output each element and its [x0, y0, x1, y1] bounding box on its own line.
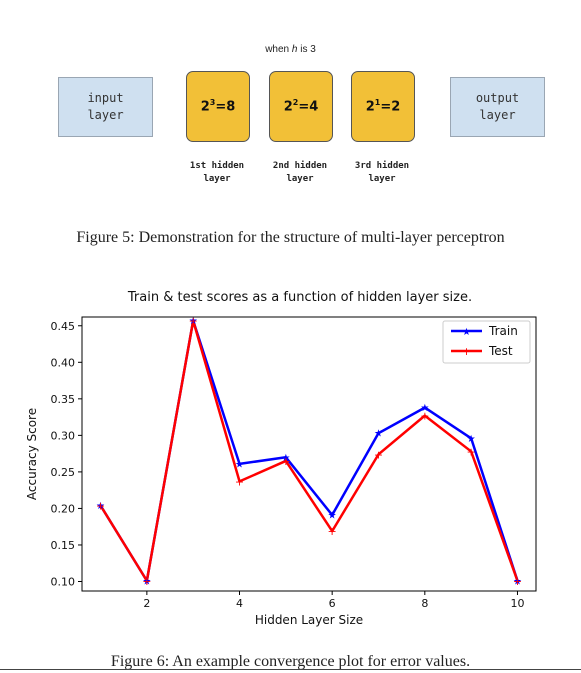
- x-tick-label: 10: [510, 597, 524, 610]
- hidden-node-2: 22=4: [269, 71, 333, 142]
- hidden-node-3: 21=2: [351, 71, 415, 142]
- x-axis-label: Hidden Layer Size: [255, 613, 363, 627]
- hidden-node-2-label: 22=4: [283, 98, 319, 115]
- output-layer-box: output layer: [450, 77, 545, 137]
- test-point-marker: +: [467, 445, 476, 458]
- y-tick-label: 0.25: [51, 466, 76, 479]
- chart-title: Train & test scores as a function of hid…: [127, 290, 473, 305]
- hidden-node-1-label: 23=8: [200, 98, 236, 115]
- y-tick-label: 0.30: [51, 429, 76, 442]
- figure-5-caption: Figure 5: Demonstration for the structur…: [76, 229, 505, 246]
- x-tick-label: 6: [329, 597, 336, 610]
- x-tick-label: 4: [236, 597, 243, 610]
- test-point-marker: +: [420, 410, 429, 423]
- legend-train-marker: ★: [462, 327, 471, 338]
- test-point-marker: +: [328, 525, 337, 538]
- test-point-marker: +: [235, 475, 244, 488]
- input-layer-label: input layer: [87, 91, 124, 122]
- y-tick-label: 0.45: [51, 320, 76, 333]
- train-point-marker: ★: [189, 316, 198, 327]
- test-point-marker: +: [142, 575, 151, 588]
- train-point-marker: ★: [328, 511, 337, 522]
- hidden-layer-1-caption: 1st hidden layer: [189, 161, 245, 184]
- accuracy-line-chart: 0.100.150.200.250.300.350.400.452 4 6 8 10★★…: [25, 315, 537, 627]
- test-point-marker: +: [281, 455, 290, 468]
- train-point-marker: ★: [142, 576, 151, 587]
- legend: ★ Train + Test: [442, 320, 531, 364]
- hidden-layer-2-caption: 2nd hidden layer: [272, 161, 328, 184]
- x-tick-label: 2: [143, 597, 150, 610]
- page-bottom-rule: [0, 669, 581, 670]
- plot-area-frame: [81, 316, 537, 592]
- legend-test-label: Test: [488, 344, 513, 358]
- legend-train-label: Train: [488, 324, 518, 338]
- y-tick-label: 0.40: [51, 356, 76, 369]
- y-tick-label: 0.20: [51, 502, 76, 515]
- y-axis-label: Accuracy Score: [25, 408, 39, 500]
- figure-6-caption: Figure 6: An example convergence plot fo…: [110, 653, 471, 670]
- series-line-test: [99, 319, 519, 583]
- hidden-node-3-label: 21=2: [365, 98, 401, 115]
- test-point-marker: +: [374, 448, 383, 461]
- test-point-marker: +: [189, 315, 198, 328]
- train-point-marker: ★: [513, 576, 522, 587]
- test-point-marker: +: [513, 575, 522, 588]
- legend-test-marker: +: [462, 345, 471, 358]
- y-tick-label: 0.10: [51, 576, 76, 589]
- train-point-marker: ★: [281, 453, 290, 464]
- diagram-note: when h is 3: [265, 44, 316, 55]
- output-layer-label: output layer: [475, 91, 520, 122]
- y-tick-label: 0.35: [51, 393, 76, 406]
- y-tick-label: 0.15: [51, 539, 76, 552]
- train-point-marker: ★: [235, 459, 244, 470]
- test-point-marker: +: [96, 500, 105, 513]
- x-tick-label: 8: [421, 597, 428, 610]
- input-layer-box: input layer: [58, 77, 153, 137]
- hidden-layer-3-caption: 3rd hidden layer: [354, 161, 410, 184]
- train-point-marker: ★: [374, 429, 383, 440]
- train-point-marker: ★: [467, 434, 476, 445]
- train-point-marker: ★: [420, 403, 429, 414]
- hidden-node-1: 23=8: [186, 71, 250, 142]
- train-point-marker: ★: [96, 501, 105, 512]
